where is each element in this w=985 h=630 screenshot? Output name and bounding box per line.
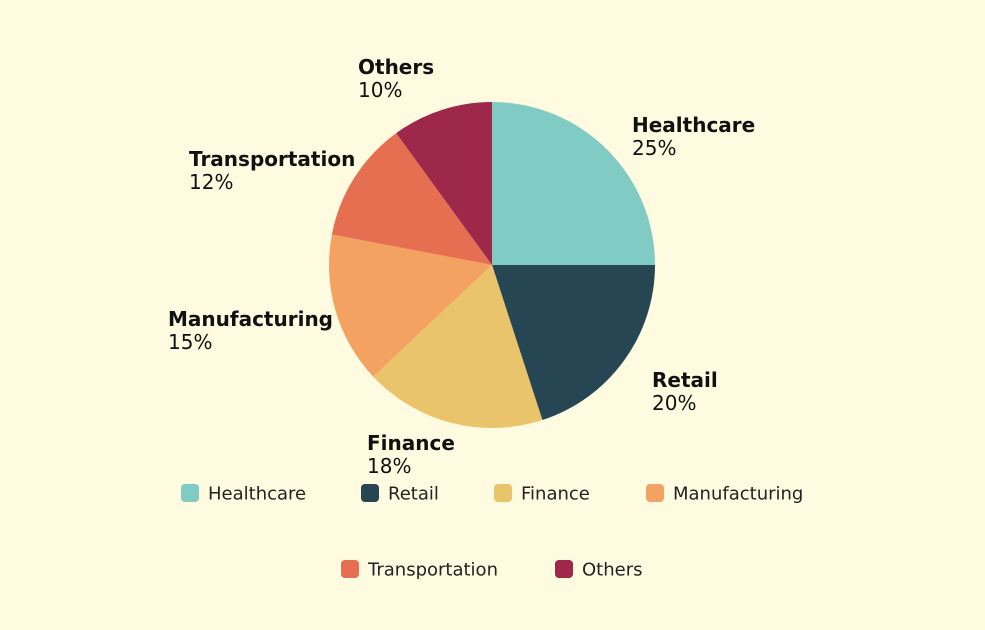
slice-label-finance: Finance [367,431,455,455]
legend-swatch-finance [494,484,512,502]
legend-swatch-transportation [341,560,359,578]
legend-swatch-others [555,560,573,578]
slice-value-others: 10% [358,78,402,102]
slice-label-others: Others [358,55,434,79]
slice-label-healthcare: Healthcare [632,113,755,137]
legend-swatch-manufacturing [646,484,664,502]
legend-swatch-retail [361,484,379,502]
pie-slice-others [396,102,492,265]
slice-label-manufacturing: Manufacturing [168,307,333,331]
pie-slices [329,102,655,428]
legend-item-manufacturing: Manufacturing [646,484,803,505]
legend-label-finance: Finance [521,484,590,505]
legend-item-finance: Finance [494,484,590,505]
legend-item-healthcare: Healthcare [181,484,306,505]
pie-slice-retail [492,265,655,421]
legend-label-others: Others [582,560,643,581]
slice-value-healthcare: 25% [632,136,676,160]
pie-slice-transportation [331,133,492,265]
pie-slice-healthcare [492,102,655,265]
slice-value-transportation: 12% [189,170,233,194]
legend-label-retail: Retail [388,484,439,505]
slice-label-transportation: Transportation [189,147,355,171]
slice-value-finance: 18% [367,454,411,478]
slice-value-retail: 20% [652,391,696,415]
legend-label-healthcare: Healthcare [208,484,306,505]
legend: Healthcare Retail Finance Manufacturing Tran… [181,484,803,581]
slice-label-retail: Retail [652,368,718,392]
legend-item-retail: Retail [361,484,439,505]
slice-value-manufacturing: 15% [168,330,212,354]
pie-slice-manufacturing [329,234,492,377]
pie-slice-finance [373,265,543,428]
legend-item-others: Others [555,560,643,581]
legend-swatch-healthcare [181,484,199,502]
legend-item-transportation: Transportation [341,560,498,581]
legend-label-transportation: Transportation [367,560,498,581]
legend-label-manufacturing: Manufacturing [673,484,803,505]
